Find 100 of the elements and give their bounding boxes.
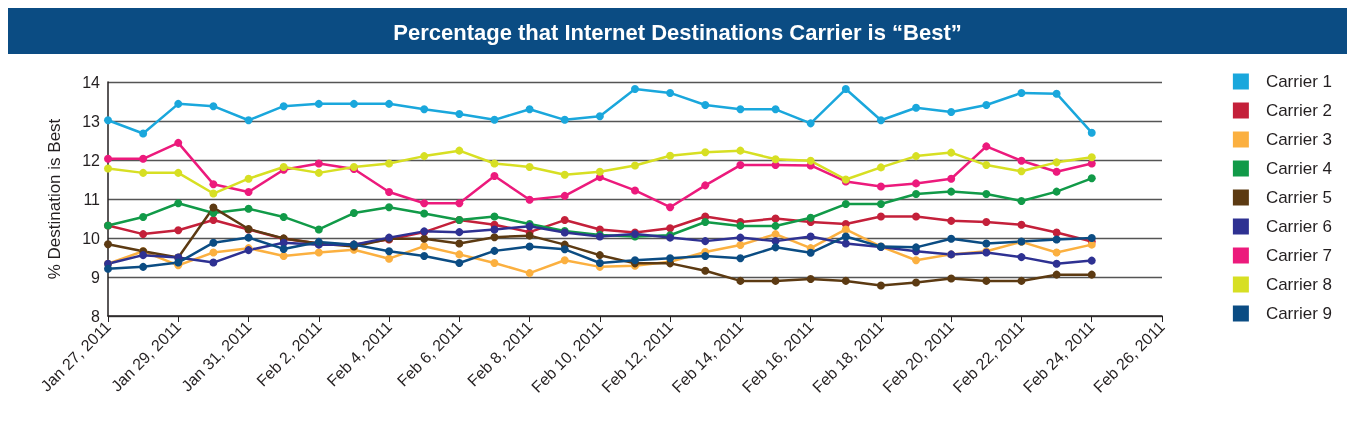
point (560, 216, 569, 225)
point (947, 187, 956, 196)
legend-label: Carrier 1 (1265, 72, 1332, 91)
point (455, 250, 464, 259)
point (560, 256, 569, 265)
point (841, 232, 850, 241)
point (139, 168, 148, 177)
point (982, 101, 991, 110)
point (385, 247, 394, 256)
point (349, 209, 358, 218)
point (912, 189, 921, 198)
point (1087, 234, 1096, 242)
point (420, 105, 429, 114)
point (1017, 220, 1026, 229)
point (1087, 128, 1096, 137)
point (982, 142, 991, 151)
point (1017, 167, 1026, 176)
point (279, 212, 288, 221)
point (1087, 153, 1096, 162)
point (1052, 235, 1061, 244)
y-tick-label: 8 (91, 307, 101, 325)
legend-label: Carrier 8 (1265, 275, 1332, 294)
point (595, 258, 604, 267)
point (139, 212, 148, 221)
point (876, 116, 885, 125)
point (771, 243, 780, 252)
point (771, 221, 780, 230)
point (1052, 248, 1061, 257)
point (912, 179, 921, 188)
point (560, 191, 569, 200)
point (806, 232, 815, 241)
legend-label: Carrier 2 (1265, 101, 1332, 120)
point (209, 248, 218, 257)
point (912, 212, 921, 221)
point (455, 146, 464, 155)
y-tick-label: 11 (83, 190, 101, 208)
point (841, 85, 850, 94)
point (385, 203, 394, 212)
point (806, 156, 815, 165)
point (314, 248, 323, 257)
point (1052, 270, 1061, 279)
point (736, 254, 745, 263)
legend-label: Carrier 3 (1265, 130, 1332, 149)
point (595, 112, 604, 121)
point (209, 203, 218, 212)
point (876, 163, 885, 172)
point (947, 216, 956, 225)
point (420, 209, 429, 218)
point (104, 240, 112, 249)
y-tick-label: 13 (82, 112, 101, 130)
point (174, 138, 183, 147)
point (279, 102, 288, 111)
point (174, 199, 183, 208)
point (139, 251, 148, 260)
point (1087, 270, 1096, 279)
point (806, 274, 815, 283)
point (1052, 187, 1061, 196)
point (912, 278, 921, 287)
point (947, 234, 956, 243)
point (490, 159, 499, 168)
point (104, 264, 112, 273)
point (349, 99, 358, 108)
point (771, 230, 780, 239)
point (701, 266, 710, 275)
point (1017, 88, 1026, 97)
point (947, 148, 956, 157)
point (385, 159, 394, 168)
point (490, 258, 499, 267)
point (841, 239, 850, 248)
point (209, 238, 218, 247)
point (279, 251, 288, 260)
point (876, 281, 885, 290)
point (1052, 259, 1061, 268)
legend-label: Carrier 7 (1265, 246, 1332, 265)
y-tick-label: 12 (82, 151, 101, 169)
point (490, 212, 499, 221)
point (244, 187, 253, 196)
point (806, 248, 815, 257)
point (420, 152, 429, 161)
legend-label: Carrier 4 (1265, 159, 1332, 178)
point (314, 168, 323, 177)
point (947, 108, 956, 117)
point (209, 180, 218, 189)
point (736, 276, 745, 285)
point (174, 226, 183, 235)
point (490, 225, 499, 234)
point (525, 269, 534, 278)
point (314, 99, 323, 108)
point (560, 115, 569, 124)
point (666, 224, 675, 233)
point (244, 116, 253, 125)
point (385, 254, 394, 263)
point (631, 186, 639, 195)
point (982, 276, 991, 285)
point (912, 243, 921, 252)
y-tick-label: 10 (82, 229, 101, 247)
point (244, 233, 253, 242)
point (771, 276, 780, 285)
point (490, 246, 499, 255)
point (666, 203, 675, 212)
